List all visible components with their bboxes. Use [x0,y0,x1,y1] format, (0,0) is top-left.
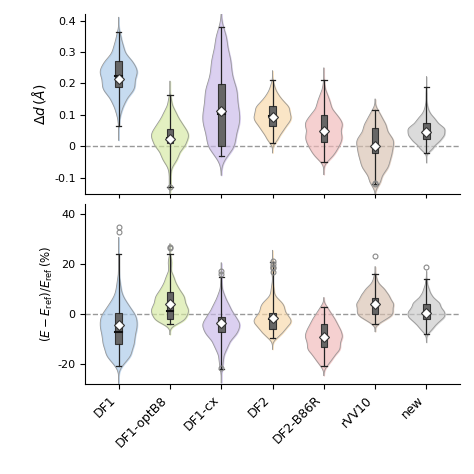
Bar [423,123,430,138]
Bar [372,298,378,314]
Bar [423,304,430,319]
Bar [372,128,378,153]
Bar [320,115,327,142]
Bar [218,84,225,146]
Bar [218,317,225,332]
Bar [115,313,122,344]
Y-axis label: $(E - E_{\mathrm{ref}})/E_{\mathrm{ref}}\,(\%)$: $(E - E_{\mathrm{ref}})/E_{\mathrm{ref}}… [38,246,55,342]
Bar [320,324,327,346]
Bar [269,313,276,329]
Bar [167,292,173,319]
Bar [167,129,173,143]
Y-axis label: $\Delta d\,(\AA)$: $\Delta d\,(\AA)$ [30,83,48,125]
Bar [115,62,122,87]
Bar [269,106,276,126]
